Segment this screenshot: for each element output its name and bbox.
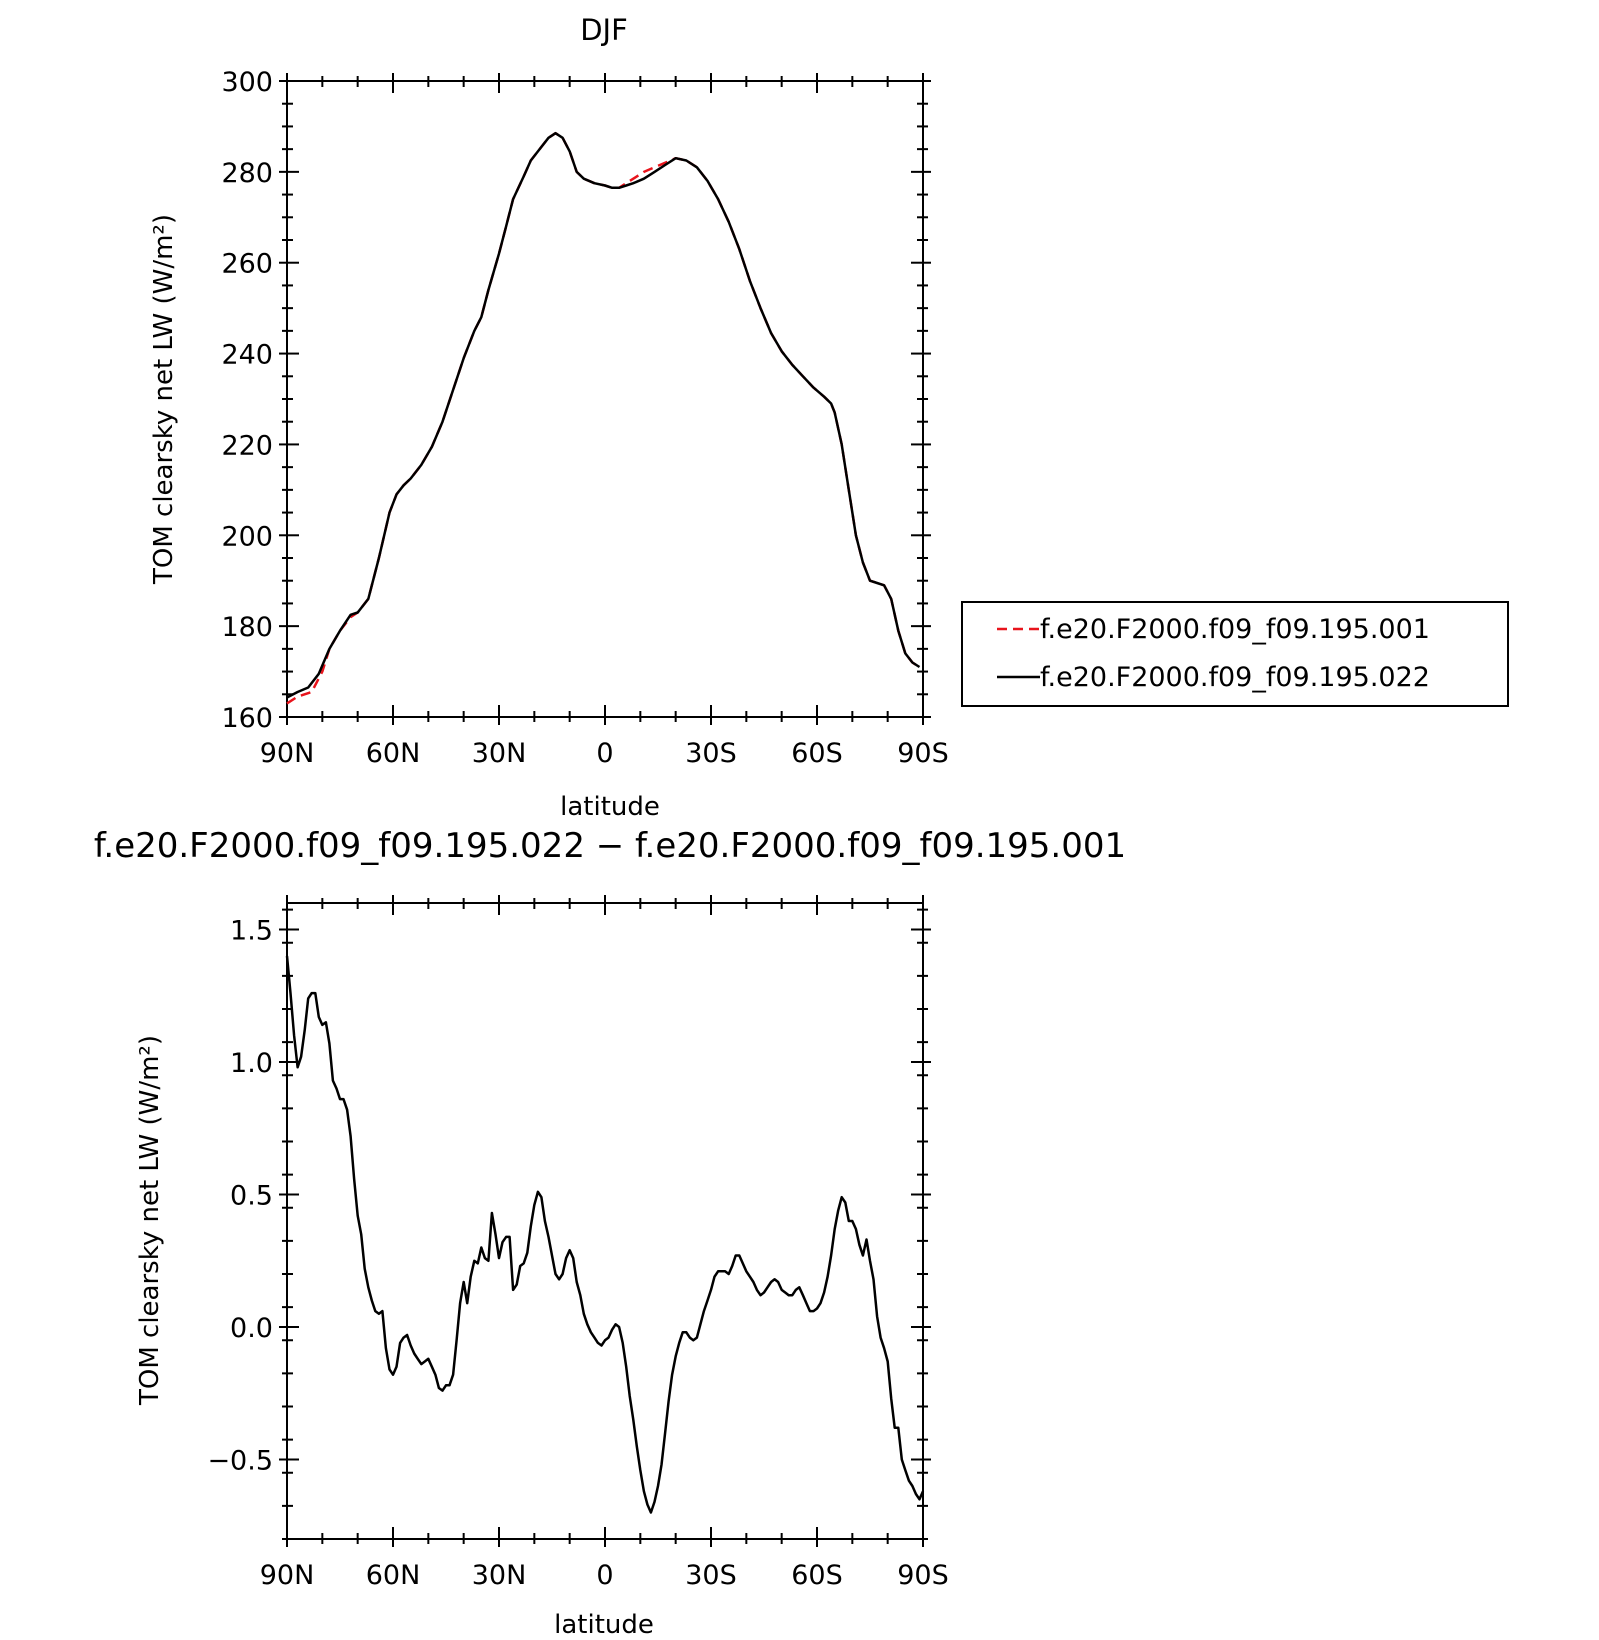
top-x-tick-label: 60S [791,738,843,769]
top-axes: 90N 60N 30N 0 30S 60S 90S 160 180 200 220 240 260 280… [221,67,948,769]
top-y-tick-label: 160 [221,703,273,734]
bottom-x-tick-label: 30N [472,1560,527,1591]
top-y-tick-label: 300 [221,67,273,98]
top-y-axis-label: TOM clearsky net LW (W/m²) [149,214,179,585]
legend-label-022: f.e20.F2000.f09_f09.195.022 [1040,662,1430,693]
top-y-tick-label: 280 [221,158,273,189]
top-x-axis-label: latitude [560,792,660,822]
bottom-x-tick-label: 60S [791,1560,843,1591]
top-y-tick-label: 260 [221,249,273,280]
bottom-series-line-0 [285,955,925,1514]
top-panel: DJF 90N 60N 30N 0 30S 60S 90S 160 180 200 220 240 26… [149,13,1509,822]
top-x-tick-label: 30S [685,738,737,769]
legend: f.e20.F2000.f09_f09.195.001 f.e20.F2000.… [961,601,1509,707]
bottom-y-tick-label: −0.5 [207,1446,273,1477]
bottom-x-tick-label: 0 [596,1560,613,1591]
top-lines [286,131,921,705]
bottom-x-axis-label: latitude [554,1610,654,1635]
bottom-lines [285,955,925,1514]
bottom-x-tick-label: 90S [897,1560,949,1591]
top-y-tick-label: 200 [221,521,273,552]
bottom-y-tick-label: 0.5 [230,1181,273,1212]
top-x-tick-label: 0 [596,738,613,769]
legend-box [961,601,1509,707]
bottom-y-axis-label: TOM clearsky net LW (W/m²) [135,1035,165,1406]
bottom-x-tick-label: 30S [685,1560,737,1591]
top-series-line-0 [286,131,921,705]
top-y-tick-label: 180 [221,612,273,643]
top-chart-title: DJF [580,13,628,47]
legend-label-001: f.e20.F2000.f09_f09.195.001 [1040,614,1430,645]
top-x-tick-label: 90N [260,738,315,769]
top-x-tick-label: 90S [897,738,949,769]
bottom-y-tick-label: 1.5 [230,916,273,947]
top-x-tick-label: 60N [366,738,421,769]
bottom-axes: 90N 60N 30N 0 30S 60S 90S −0.5 0.0 0.5 1.0 1.5 [207,895,949,1591]
bottom-chart-title: f.e20.F2000.f09_f09.195.022 − f.e20.F200… [94,826,1126,866]
top-x-tick-label: 30N [472,738,527,769]
bottom-y-tick-label: 1.0 [230,1048,273,1079]
top-y-tick-label: 240 [221,340,273,371]
top-y-tick-label: 220 [221,430,273,461]
bottom-x-tick-label: 60N [366,1560,421,1591]
bottom-panel: f.e20.F2000.f09_f09.195.022 − f.e20.F200… [94,826,1126,1640]
top-series-line-1 [286,131,921,699]
bottom-y-tick-label: 0.0 [230,1313,273,1344]
bottom-x-tick-label: 90N [260,1560,315,1591]
bottom-plot-frame [286,902,924,1540]
